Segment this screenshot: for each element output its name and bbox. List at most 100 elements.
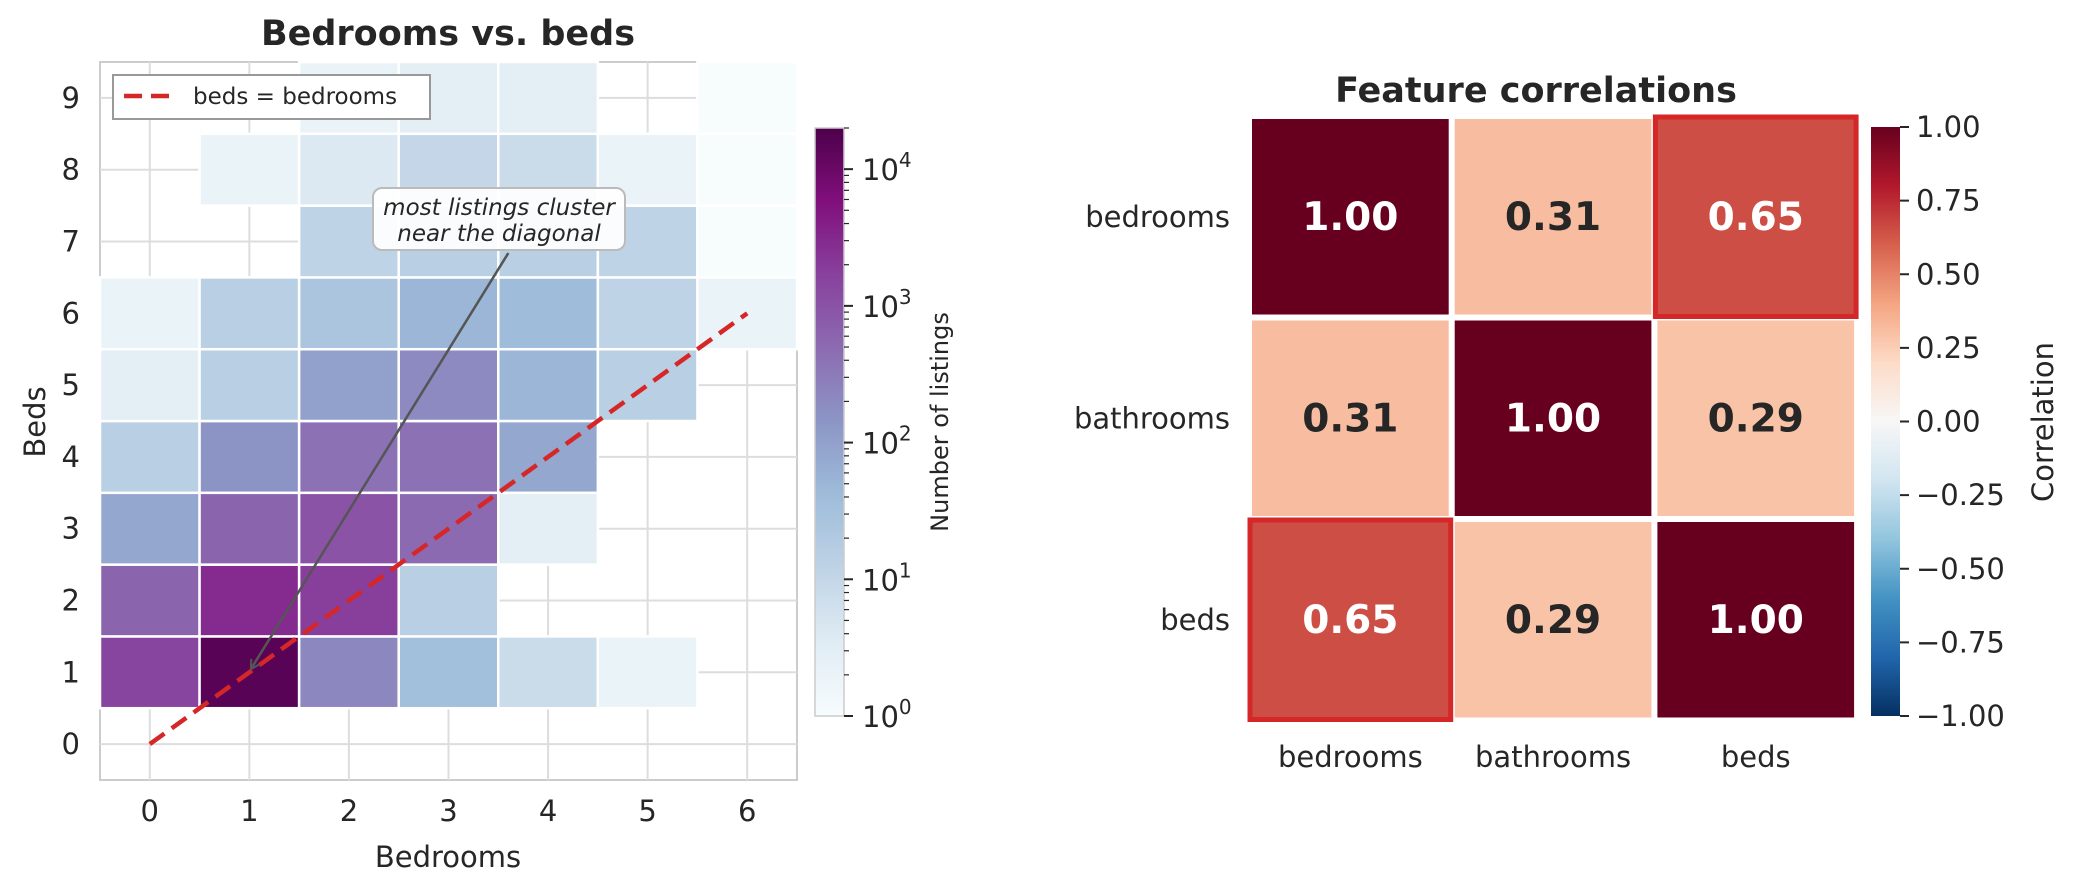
annotation-text-line-2: near the diagonal xyxy=(397,221,601,247)
correlation-cell xyxy=(1657,320,1855,516)
heatmap-cell xyxy=(98,635,201,710)
colorbar-ticks: 100 101 102 103 104 xyxy=(844,127,912,734)
x-tick-label: 4 xyxy=(539,794,557,828)
heatmap-cell xyxy=(98,563,201,638)
colorbar-tick-label: 0.50 xyxy=(1916,257,1981,291)
correlation-value-label: 0.31 xyxy=(1505,195,1601,240)
correlation-value-label: 0.65 xyxy=(1302,598,1398,643)
diagonal-reference-line xyxy=(148,311,749,746)
heatmap-cell xyxy=(397,563,500,638)
heatmap-cell xyxy=(297,491,400,566)
heatmap-cell xyxy=(297,276,400,351)
colorbar-label: Correlation xyxy=(2026,342,2060,502)
y-tick-label: 2 xyxy=(62,584,80,618)
heatmap-cell xyxy=(98,419,201,495)
y-tick-label: beds xyxy=(1160,603,1230,637)
y-tick-label: bedrooms xyxy=(1085,200,1230,234)
x-tick-label: 0 xyxy=(141,794,159,828)
heatmap-cell xyxy=(497,276,600,351)
correlation-cell xyxy=(1252,522,1449,718)
heatmap-cell xyxy=(198,491,301,566)
correlation-value-label: 0.29 xyxy=(1505,598,1601,643)
bedrooms-beds-heatmap: Bedrooms vs. beds most listings cluster … xyxy=(18,14,954,874)
colorbar-tick-label: 0.25 xyxy=(1916,331,1981,365)
x-tick-labels: bedrooms bathrooms beds xyxy=(1278,740,1791,774)
colorbar-tick-label: 102 xyxy=(862,422,912,461)
x-tick-label: 3 xyxy=(439,794,457,828)
colorbar-tick-label: −0.50 xyxy=(1916,552,2005,586)
heatmap-cell xyxy=(696,276,799,351)
colorbar: 100 101 102 103 104 Number of listings xyxy=(814,127,954,734)
x-tick-label: bedrooms xyxy=(1278,740,1423,774)
heatmap-cell xyxy=(696,132,799,207)
heatmap-cell xyxy=(297,419,400,495)
colorbar-tick-label: 103 xyxy=(862,285,912,324)
y-tick-label: 0 xyxy=(62,727,80,761)
colorbar-tick-label: −0.25 xyxy=(1916,478,2005,512)
legend-entry: beds = bedrooms xyxy=(193,84,397,110)
x-tick-label: 6 xyxy=(738,794,756,828)
colorbar-tick-label: 101 xyxy=(862,558,912,597)
y-tick-label: 8 xyxy=(62,153,80,187)
heatmap-cell xyxy=(397,635,500,710)
x-tick-label: beds xyxy=(1721,740,1791,774)
heatmap-cell xyxy=(297,635,400,710)
heatmap-cell xyxy=(397,419,500,495)
heatmap-cell xyxy=(497,60,600,136)
colorbar-label: Number of listings xyxy=(926,312,954,532)
colorbar-tick-label: 104 xyxy=(862,148,912,187)
correlation-value-label: 1.00 xyxy=(1302,195,1398,240)
correlation-value-label: 0.29 xyxy=(1708,396,1804,441)
correlation-value-label: 0.65 xyxy=(1708,195,1804,240)
correlation-cell xyxy=(1252,119,1449,315)
correlation-cell xyxy=(1657,522,1855,718)
correlation-cell xyxy=(1454,119,1652,315)
correlation-cells: 1.00 0.31 0.65 0.31 1.00 0.29 0.65 0.29 1.00 xyxy=(1247,114,1859,722)
correlation-value-label: 1.00 xyxy=(1505,396,1601,441)
y-tick-label: 3 xyxy=(62,512,80,546)
heatmap-cell xyxy=(497,635,600,710)
annotation-box xyxy=(372,187,626,251)
correlation-cell xyxy=(1454,522,1652,718)
colorbar: 1.00 0.75 0.50 0.25 0.00 −0.25 −0.50 −0.75 −1.00… xyxy=(1871,110,2060,733)
y-tick-label: 5 xyxy=(62,368,80,402)
correlation-value-label: 0.31 xyxy=(1302,396,1398,441)
heatmap-cell xyxy=(497,491,600,566)
annotation-arrow xyxy=(251,252,510,668)
feature-correlations-heatmap: Feature correlations 1.00 0.31 0.650.31 1.0… xyxy=(1074,71,2060,774)
colorbar-gradient xyxy=(1871,127,1900,716)
y-tick-labels: 0 1 2 3 4 5 6 7 8 9 xyxy=(62,81,80,761)
legend: beds = bedrooms xyxy=(112,74,431,120)
heatmap-cell xyxy=(497,347,600,423)
correlation-cell xyxy=(1454,320,1652,516)
highlight-box xyxy=(1247,517,1454,722)
colorbar-gradient xyxy=(814,127,845,717)
heatmap-cell xyxy=(198,132,301,207)
y-tick-label: 9 xyxy=(62,81,80,115)
colorbar-tick-label: 0.75 xyxy=(1916,184,1981,218)
x-tick-labels: 0 1 2 3 4 5 6 xyxy=(141,794,757,828)
y-tick-labels: bedrooms bathrooms beds xyxy=(1074,200,1230,637)
x-tick-label: 2 xyxy=(340,794,358,828)
colorbar-tick-label: −1.00 xyxy=(1916,699,2005,733)
y-tick-label: 7 xyxy=(62,225,80,259)
heatmap-cell xyxy=(397,347,500,423)
correlation-value-label: 1.00 xyxy=(1708,598,1804,643)
y-tick-label: 1 xyxy=(62,655,80,689)
x-tick-label: bathrooms xyxy=(1475,740,1631,774)
y-axis-label: Beds xyxy=(18,386,52,457)
heatmap-cell xyxy=(297,347,400,423)
colorbar-tick-label: 100 xyxy=(862,695,912,734)
heatmap-cell xyxy=(397,276,500,351)
heatmap-cell xyxy=(198,419,301,495)
annotation-text-line-1: most listings cluster xyxy=(383,195,616,221)
heatmap-cell xyxy=(596,276,699,351)
heatmap-cell xyxy=(198,563,301,638)
colorbar-ticks: 1.00 0.75 0.50 0.25 0.00 −0.25 −0.50 −0.75 −1.00 xyxy=(1900,110,2005,733)
highlight-box xyxy=(1652,114,1859,319)
heatmap-cell xyxy=(198,276,301,351)
x-tick-label: 1 xyxy=(240,794,258,828)
heatmap-cell xyxy=(98,347,201,423)
correlation-cell xyxy=(1657,119,1855,315)
y-tick-label: 6 xyxy=(62,296,80,330)
